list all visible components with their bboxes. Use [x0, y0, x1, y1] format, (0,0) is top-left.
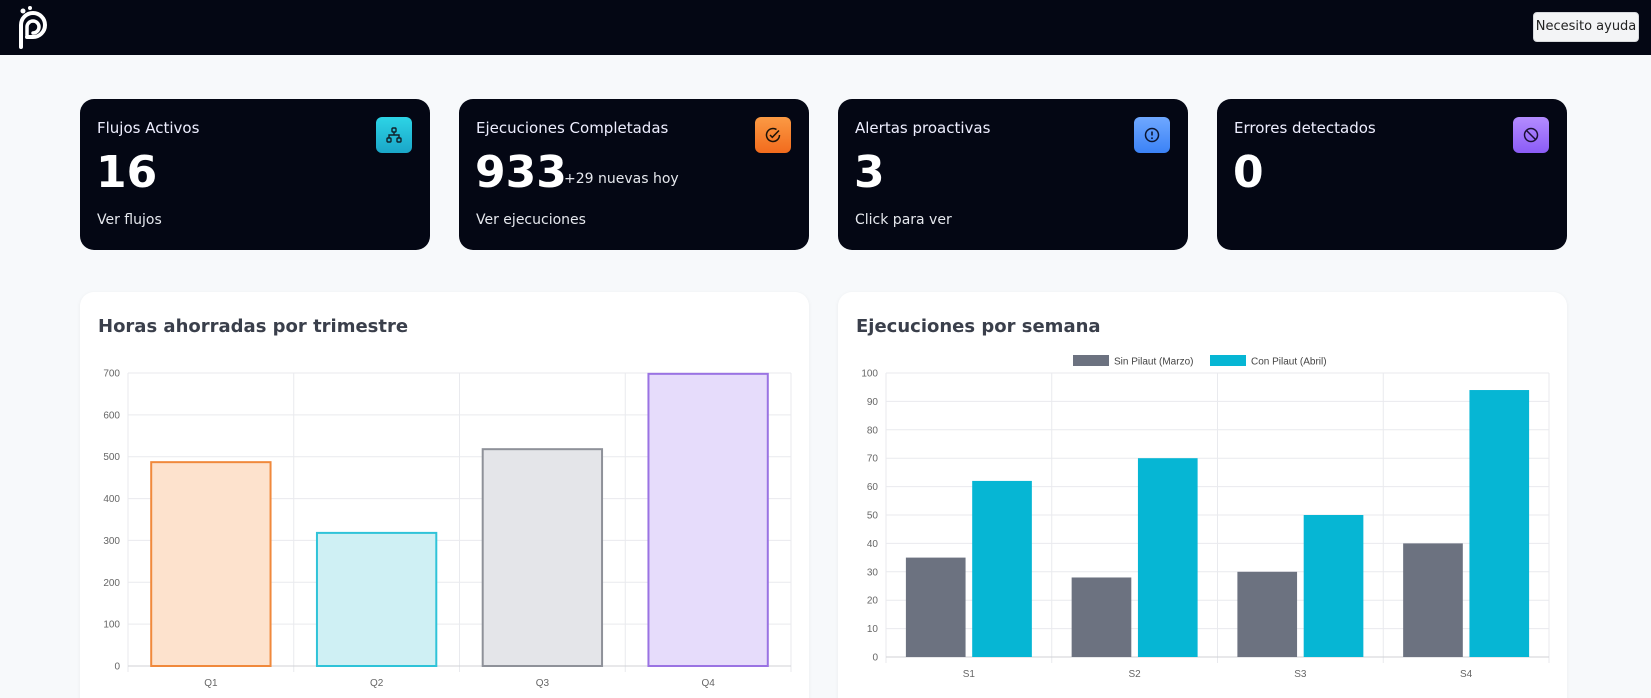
y-tick-label: 90: [867, 397, 879, 408]
y-tick-label: 20: [867, 596, 879, 607]
stat-label: Ejecuciones Completadas: [476, 119, 669, 137]
stat-value: 0: [1233, 147, 1264, 198]
bar-s2-series-1: [1071, 577, 1132, 657]
stat-value: 933: [475, 147, 567, 198]
bar-s1-series-2: [972, 480, 1032, 657]
y-tick-label: 10: [867, 624, 879, 635]
help-button[interactable]: Necesito ayuda: [1533, 12, 1639, 42]
alert-circle-icon: [1134, 117, 1170, 153]
bar-s2-series-2: [1137, 458, 1198, 657]
stat-card-active-flows[interactable]: Flujos Activos 16 Ver flujos: [80, 99, 430, 250]
y-tick-label: 80: [867, 425, 879, 436]
x-tick-label: S2: [1129, 669, 1142, 680]
y-tick-label: 30: [867, 567, 879, 578]
y-tick-label: 70: [867, 454, 879, 465]
pilaut-logo-icon[interactable]: [17, 5, 57, 49]
x-tick-label: Q2: [370, 678, 384, 689]
y-tick-label: 40: [867, 539, 879, 550]
y-tick-label: 200: [103, 578, 120, 589]
stat-card-errors[interactable]: Errores detectados 0: [1217, 99, 1567, 250]
x-tick-label: S3: [1294, 669, 1307, 680]
legend-label: Con Pilaut (Abril): [1251, 357, 1327, 368]
bar-s3-series-2: [1303, 515, 1364, 657]
stat-value: 3: [854, 147, 885, 198]
y-tick-label: 0: [872, 653, 878, 664]
y-tick-label: 0: [114, 662, 120, 673]
x-tick-label: Q4: [701, 678, 715, 689]
click-to-view-link[interactable]: Click para ver: [855, 212, 952, 228]
bar-q2: [315, 531, 438, 667]
bar-s4-series-1: [1403, 543, 1463, 657]
view-flows-link[interactable]: Ver flujos: [97, 212, 162, 228]
y-tick-label: 400: [103, 494, 120, 505]
y-tick-label: 100: [861, 369, 878, 380]
stat-value: 16: [96, 147, 158, 198]
legend-label: Sin Pilaut (Marzo): [1114, 357, 1193, 368]
stat-label: Flujos Activos: [97, 119, 200, 137]
y-tick-label: 500: [103, 452, 120, 463]
stat-card-completed-runs[interactable]: Ejecuciones Completadas 933 +29 nuevas h…: [459, 99, 809, 250]
sitemap-icon: [376, 117, 412, 153]
executions-panel: Ejecuciones por semana 0 10 20 30 40 50 60 70 80…: [838, 292, 1567, 698]
bar-q1: [150, 461, 272, 667]
bar-s4-series-2: [1469, 390, 1530, 657]
y-tick-label: 300: [103, 536, 120, 547]
x-tick-label: Q1: [204, 678, 218, 689]
y-tick-label: 60: [867, 482, 879, 493]
executions-chart: 0 10 20 30 40 50 60 70 80 90 100 S1 S2 S3 S4 Sin Pilaut…: [861, 355, 1550, 680]
bar-s1-series-1: [905, 557, 966, 657]
y-tick-label: 700: [103, 369, 120, 380]
y-tick-label: 100: [103, 620, 120, 631]
stat-label: Alertas proactivas: [855, 119, 991, 137]
y-tick-label: 600: [103, 410, 120, 421]
bar-q3: [481, 448, 604, 667]
legend-swatch: [1210, 355, 1246, 366]
y-tick-label: 50: [867, 511, 879, 522]
top-bar: Necesito ayuda: [0, 0, 1651, 55]
x-tick-label: Q3: [536, 678, 550, 689]
stat-label: Errores detectados: [1234, 119, 1376, 137]
chart-title: Ejecuciones por semana: [856, 316, 1101, 337]
legend-swatch: [1073, 355, 1109, 366]
check-circle-icon: [755, 117, 791, 153]
stat-subtext: +29 nuevas hoy: [564, 171, 679, 187]
x-tick-label: S1: [963, 669, 976, 680]
view-executions-link[interactable]: Ver ejecuciones: [476, 212, 586, 228]
stat-card-proactive-alerts[interactable]: Alertas proactivas 3 Click para ver: [838, 99, 1188, 250]
bar-s3-series-1: [1237, 571, 1298, 657]
chart-title: Horas ahorradas por trimestre: [98, 316, 409, 337]
x-tick-label: S4: [1460, 669, 1473, 680]
ban-icon: [1513, 117, 1549, 153]
hours-saved-chart: 0 100 200 300 400 500 600 700 Q1 Q2 Q3 Q4: [103, 369, 792, 689]
bar-q4: [647, 372, 769, 668]
hours-saved-panel: Horas ahorradas por trimestre 0 100 200 300…: [80, 292, 809, 698]
